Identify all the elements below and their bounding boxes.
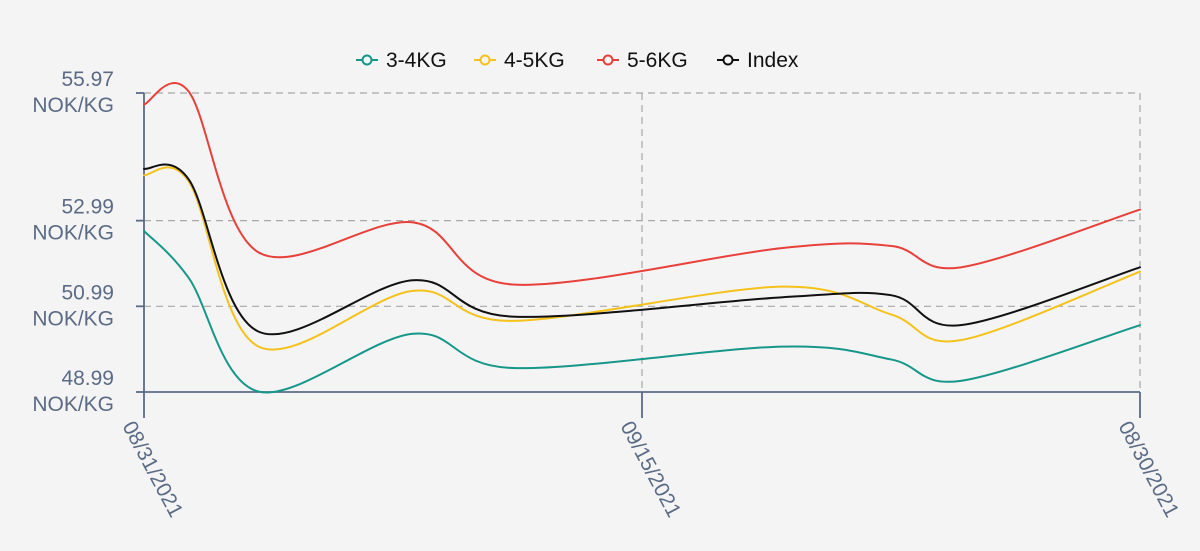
legend-swatch-marker bbox=[602, 54, 614, 66]
y-tick-unit: NOK/KG bbox=[32, 393, 114, 416]
x-tick-label: 08/30/2021 bbox=[1114, 418, 1184, 522]
legend-item[interactable]: 5-6KG bbox=[597, 49, 688, 72]
legend-item[interactable]: 3-4KG bbox=[356, 49, 447, 72]
series-line-3-4kg bbox=[143, 229, 1141, 394]
series-layer bbox=[143, 82, 1141, 394]
legend-item[interactable]: Index bbox=[717, 49, 799, 72]
y-tick-label: 55.97 bbox=[61, 68, 114, 91]
legend-swatch-marker bbox=[361, 54, 373, 66]
y-tick-label: 48.99 bbox=[61, 367, 114, 390]
legend-swatch-marker bbox=[722, 54, 734, 66]
x-tick-label: 08/31/2021 bbox=[118, 418, 188, 522]
y-tick-label: 50.99 bbox=[61, 281, 114, 304]
legend-item[interactable]: 4-5KG bbox=[474, 49, 565, 72]
y-tick-unit: NOK/KG bbox=[32, 307, 114, 330]
legend: 3-4KG 4-5KG 5-6KG Index bbox=[356, 49, 799, 72]
series-line-5-6kg bbox=[143, 82, 1141, 286]
y-axis-labels: 48.99 NOK/KG 50.99 NOK/KG 52.99 NOK/KG 55.97 NO… bbox=[32, 68, 114, 416]
legend-label: 5-6KG bbox=[627, 49, 688, 72]
x-axis-labels: 08/31/2021 09/15/2021 08/30/2021 bbox=[118, 418, 1184, 522]
y-tick-label: 52.99 bbox=[61, 196, 114, 219]
legend-label: Index bbox=[747, 49, 799, 72]
series-line-index bbox=[143, 163, 1141, 336]
series-line-4-5kg bbox=[143, 166, 1141, 351]
legend-label: 4-5KG bbox=[504, 49, 565, 72]
axes bbox=[136, 92, 1141, 418]
legend-swatch-marker bbox=[479, 54, 491, 66]
grid-lines bbox=[144, 92, 1141, 392]
y-tick-unit: NOK/KG bbox=[32, 222, 114, 245]
y-tick-unit: NOK/KG bbox=[32, 94, 114, 117]
x-tick-label: 09/15/2021 bbox=[616, 418, 686, 522]
legend-label: 3-4KG bbox=[386, 49, 447, 72]
